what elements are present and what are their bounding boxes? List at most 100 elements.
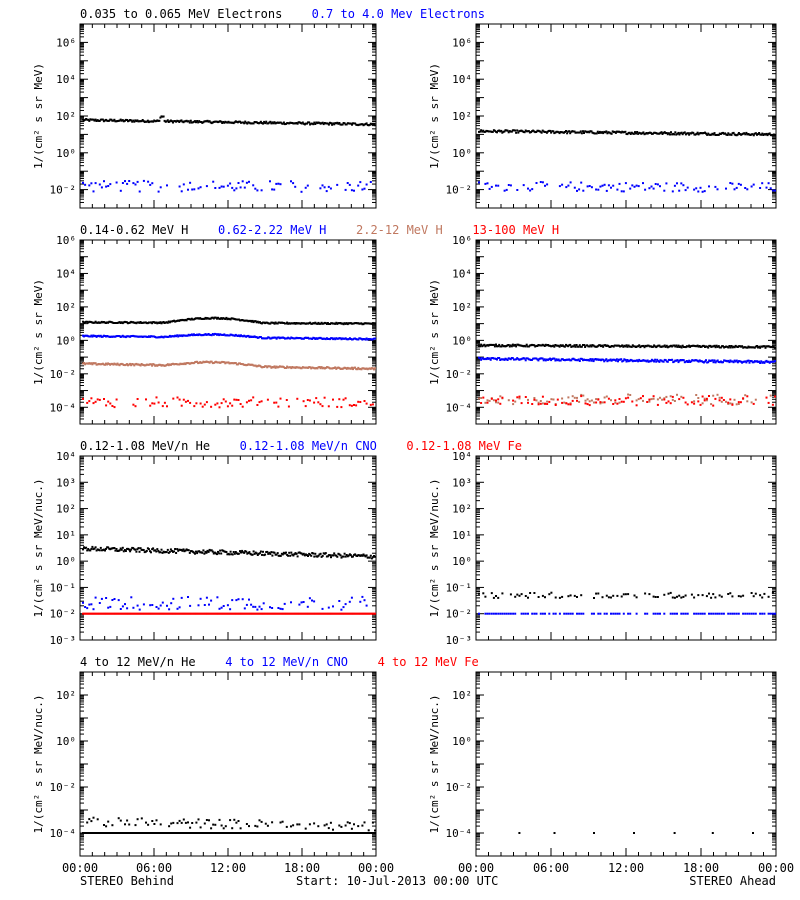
data-point [254,824,257,827]
data-point [601,184,604,187]
data-point [595,401,598,404]
data-point [89,362,92,365]
data-point [310,554,313,557]
data-point [287,336,290,339]
data-point [138,120,141,123]
plot-frame [79,455,377,641]
data-point [347,322,350,325]
data-point [689,345,692,348]
data-point [553,357,556,360]
data-point [695,612,698,615]
data-point [254,187,257,190]
data-point [659,345,662,348]
data-point [269,552,272,555]
data-point [693,612,696,615]
data-point [153,363,156,366]
data-point [711,345,714,348]
data-point [258,605,261,608]
data-point [102,832,105,834]
data-point [514,129,517,132]
data-point [533,592,536,594]
data-point [490,185,493,188]
data-point [711,132,714,135]
data-point [579,345,582,348]
data-point [774,395,776,398]
data-point [226,604,229,607]
data-point [531,403,534,405]
data-point [627,344,630,347]
data-point [279,821,282,824]
data-point [693,402,696,405]
data-point [607,397,610,400]
data-point [222,549,225,552]
data-point [671,398,674,401]
data-point [671,596,674,599]
data-point [575,359,578,362]
data-point [487,130,490,133]
data-point [763,133,766,136]
data-point [293,337,296,340]
data-point [632,345,635,348]
data-point [189,604,192,607]
data-point [662,131,665,134]
data-point [212,120,215,123]
data-point [134,548,137,551]
data-point [138,612,141,615]
data-point [107,832,110,834]
data-point [152,335,155,338]
data-point [544,130,547,133]
data-point [317,825,320,828]
data-point [224,318,227,320]
data-point [542,130,545,133]
data-point [354,322,357,325]
y-tick-label: 10⁻² [50,781,77,794]
data-point [774,133,776,136]
data-point [122,321,125,324]
legend-entry: 0.12-1.08 MeV/n He [80,439,210,453]
data-point [716,133,719,136]
data-point [105,597,108,599]
data-point [134,335,137,338]
data-point [109,320,112,323]
data-point [743,346,746,349]
data-point [652,395,655,398]
data-point [750,592,753,594]
data-point [259,365,262,368]
data-point [700,132,703,135]
data-point [90,397,93,400]
data-point [338,600,341,602]
data-point [361,554,364,557]
data-point [545,358,548,361]
data-point [569,594,572,597]
y-tick-label: 10¹ [452,529,472,542]
data-point [245,401,248,404]
data-point [361,824,364,827]
data-point [607,359,610,362]
data-point [730,360,733,363]
data-point [544,343,547,346]
data-point [569,403,572,406]
data-point [306,605,309,608]
data-point [237,820,240,822]
data-point [134,405,137,408]
data-point [230,362,233,365]
data-point [665,395,668,398]
data-point [752,612,755,615]
data-point [583,358,585,361]
data-point [342,398,345,401]
data-point [612,345,615,348]
data-point [253,364,256,367]
data-point [257,321,260,324]
data-point [147,548,150,551]
data-point [338,824,341,827]
data-point [751,133,754,136]
data-point [760,345,763,348]
data-point [129,362,132,365]
data-point [300,337,303,340]
data-point [240,612,242,615]
data-point [684,594,687,597]
data-point [327,827,330,830]
data-point [525,130,528,133]
data-point [715,134,718,136]
